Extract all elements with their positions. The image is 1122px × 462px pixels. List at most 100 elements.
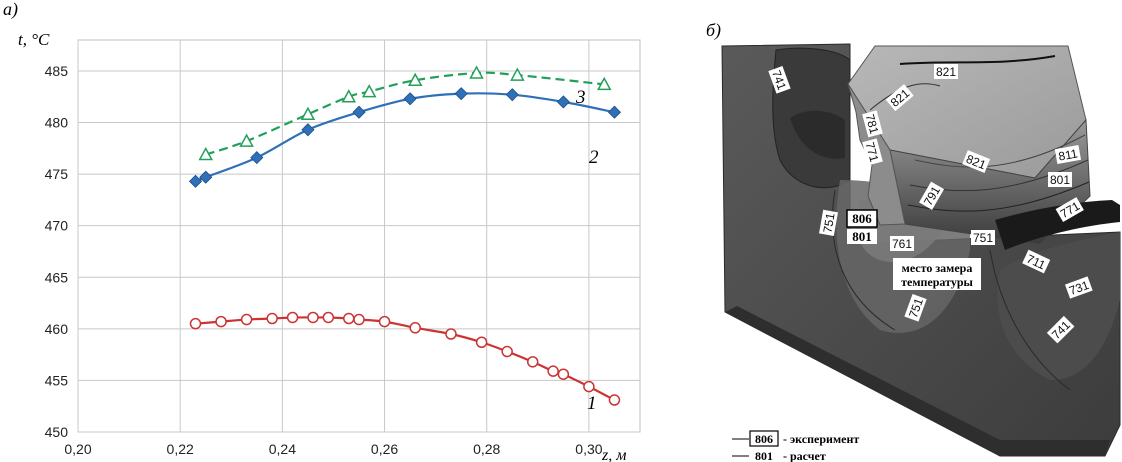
point-marker (343, 312, 355, 325)
contour-label-bg (1054, 145, 1082, 164)
point-marker (361, 84, 377, 98)
y-tick-labels: 450 455 460 465 470 475 480 485 (45, 63, 69, 440)
point-marker (510, 67, 525, 81)
contour-label: 751 (904, 293, 927, 322)
point-marker (501, 345, 513, 358)
legend-calc-text: - расчет (783, 449, 826, 462)
contour-label-bg (862, 138, 883, 166)
series-line-1 (195, 316, 615, 401)
x-tick-label: 0,26 (371, 441, 398, 457)
point-marker (341, 89, 357, 103)
point-marker (240, 313, 253, 326)
point-marker (547, 365, 559, 377)
isoline-body-1 (832, 189, 896, 331)
point-marker (407, 72, 423, 86)
y-axis-label: t, °C (18, 30, 50, 49)
point-marker (607, 105, 622, 119)
contour-label-text: 751 (906, 296, 926, 320)
contour-label-bg (1046, 315, 1075, 344)
series-line-3 (205, 71, 605, 156)
point-marker (198, 146, 213, 161)
point-marker (188, 174, 203, 188)
contour-label: 771 (862, 138, 883, 166)
y-tick-label: 480 (45, 115, 69, 131)
contour-label-bg (862, 110, 883, 138)
point-marker (378, 315, 391, 328)
model-cavity-inner (790, 110, 845, 159)
contour-label: 781 (862, 110, 883, 138)
legend-calc-value: 801 (755, 449, 773, 462)
point-marker (307, 311, 319, 324)
point-marker (596, 76, 612, 91)
contour-label: 741 (768, 65, 791, 94)
y-tick-label: 475 (45, 166, 69, 182)
measurement-note-box (893, 258, 981, 290)
contour-label-text: 801 (1050, 173, 1070, 187)
x-tick-label: 0,30 (575, 441, 602, 457)
contour-label-bg (1064, 276, 1093, 299)
measurement-note-line1: место замера (902, 261, 973, 275)
contour-label: 751 (819, 209, 838, 237)
panel-a-label: а) (3, 0, 18, 20)
contour-label-text: 771 (863, 141, 882, 164)
contour-label: 821 (934, 64, 958, 79)
point-marker (353, 313, 365, 326)
point-marker (469, 65, 484, 79)
point-marker (608, 394, 621, 406)
contour-label-bg (885, 84, 914, 112)
point-marker (475, 336, 488, 349)
model-groove (995, 200, 1120, 250)
point-marker (445, 328, 457, 340)
point-marker (526, 356, 539, 368)
series-label-2: 2 (589, 147, 599, 168)
contour-label-bg (768, 65, 791, 94)
contour-label-text: 811 (1057, 146, 1079, 163)
isoline-front-3 (907, 181, 1090, 212)
contour-label: 811 (1054, 145, 1082, 164)
y-tick-label: 455 (45, 372, 69, 388)
x-tick-label: 0,24 (269, 441, 296, 457)
point-marker (556, 95, 570, 109)
x-tick-label: 0,20 (64, 441, 91, 457)
contour-label: 801 (1048, 172, 1072, 187)
contour-label-text: 821 (936, 65, 956, 79)
point-marker (239, 133, 254, 147)
point-marker (286, 311, 299, 324)
model-bottom-face (725, 306, 1110, 456)
contour-label-bg (962, 150, 991, 173)
isoline-front-1 (914, 134, 1086, 168)
contour-label-text: 761 (892, 237, 912, 251)
point-marker (250, 151, 264, 165)
point-marker (266, 312, 278, 325)
experiment-value-box (846, 209, 878, 228)
series (188, 65, 622, 406)
point-marker (301, 123, 315, 137)
field-region-731 (997, 232, 1120, 380)
point-marker (403, 92, 417, 106)
thermal-model (721, 43, 1121, 457)
measurement-callout: 806 801 место замера температуры (846, 209, 981, 290)
series-line-2 (195, 92, 615, 183)
calc-value: 801 (852, 229, 872, 244)
contour-label-bg (1055, 197, 1084, 223)
panel-b-label: б) (706, 20, 721, 41)
contour-label-text: 751 (973, 231, 993, 245)
contour-label-text: 731 (1067, 278, 1091, 298)
experiment-value: 806 (852, 211, 872, 226)
point-marker (215, 315, 227, 328)
point-marker (322, 311, 335, 324)
y-tick-label: 465 (45, 269, 69, 285)
series-1 (189, 311, 621, 406)
series-3 (198, 65, 612, 161)
x-tick-label: 0,22 (167, 441, 194, 457)
contour-label-bg (904, 293, 927, 322)
x-tick-labels: 0,20 0,22 0,24 0,26 0,28 0,30 (64, 441, 602, 457)
legend-experiment-value: 806 (755, 432, 773, 446)
series-2 (188, 87, 622, 188)
x-tick-label: 0,28 (473, 441, 500, 457)
contour-label-bg (934, 64, 958, 79)
contour-label-bg (819, 209, 838, 237)
isoline-body-2 (989, 249, 1071, 391)
y-tick-label: 470 (45, 218, 69, 234)
